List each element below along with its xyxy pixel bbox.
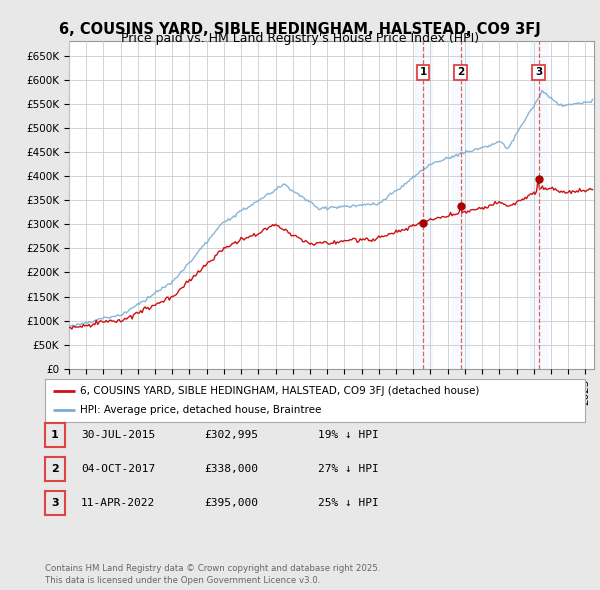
Text: 1: 1 — [419, 67, 427, 77]
Bar — [452, 41, 469, 369]
Text: £302,995: £302,995 — [204, 430, 258, 440]
Text: 2: 2 — [457, 67, 464, 77]
Text: 27% ↓ HPI: 27% ↓ HPI — [318, 464, 379, 474]
Text: £395,000: £395,000 — [204, 499, 258, 508]
Text: 1: 1 — [51, 430, 59, 440]
Text: 25% ↓ HPI: 25% ↓ HPI — [318, 499, 379, 508]
Text: 30-JUL-2015: 30-JUL-2015 — [81, 430, 155, 440]
Bar — [415, 41, 432, 369]
Text: Price paid vs. HM Land Registry's House Price Index (HPI): Price paid vs. HM Land Registry's House … — [121, 32, 479, 45]
Text: 3: 3 — [51, 499, 59, 508]
Text: HPI: Average price, detached house, Braintree: HPI: Average price, detached house, Brai… — [80, 405, 322, 415]
Text: 2: 2 — [51, 464, 59, 474]
Text: 3: 3 — [535, 67, 542, 77]
Text: Contains HM Land Registry data © Crown copyright and database right 2025.
This d: Contains HM Land Registry data © Crown c… — [45, 564, 380, 585]
Bar — [530, 41, 547, 369]
Text: 11-APR-2022: 11-APR-2022 — [81, 499, 155, 508]
Text: £338,000: £338,000 — [204, 464, 258, 474]
Text: 04-OCT-2017: 04-OCT-2017 — [81, 464, 155, 474]
Text: 19% ↓ HPI: 19% ↓ HPI — [318, 430, 379, 440]
Text: 6, COUSINS YARD, SIBLE HEDINGHAM, HALSTEAD, CO9 3FJ: 6, COUSINS YARD, SIBLE HEDINGHAM, HALSTE… — [59, 22, 541, 37]
Text: 6, COUSINS YARD, SIBLE HEDINGHAM, HALSTEAD, CO9 3FJ (detached house): 6, COUSINS YARD, SIBLE HEDINGHAM, HALSTE… — [80, 386, 479, 396]
